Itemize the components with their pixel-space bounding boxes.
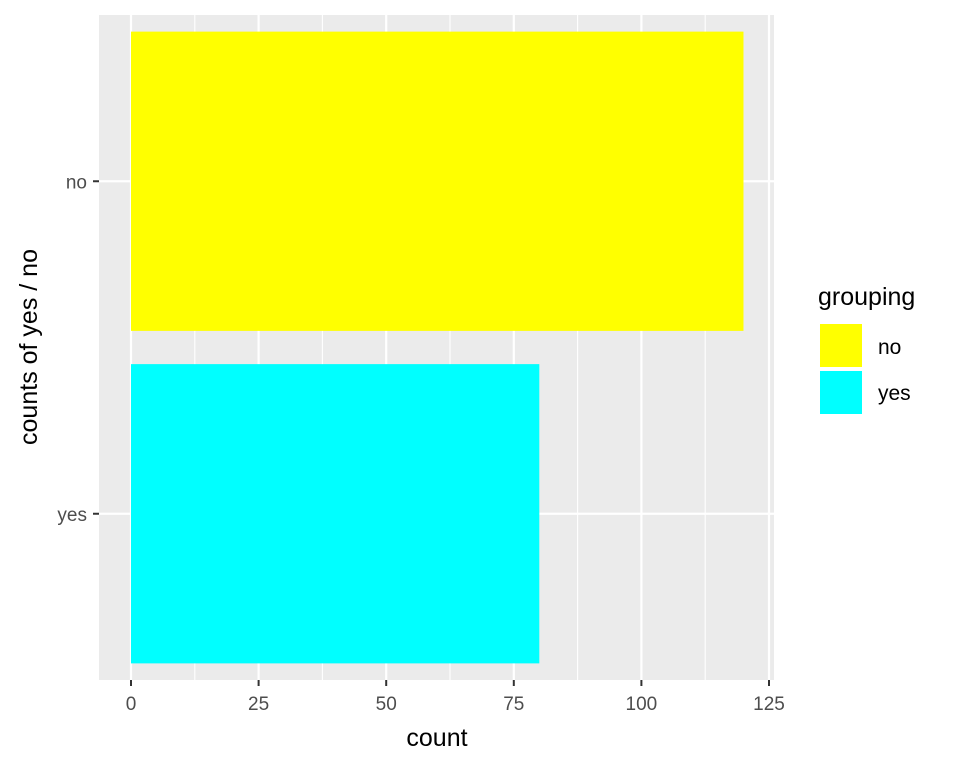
y-tick-label-no: no — [66, 172, 87, 193]
bars — [131, 31, 744, 664]
legend-label-yes: yes — [878, 382, 911, 405]
y-tick-label-yes: yes — [57, 505, 87, 526]
bar-no — [131, 31, 744, 331]
x-tick-label: 125 — [753, 694, 785, 715]
y-axis: no yes — [57, 172, 99, 526]
x-axis-title: count — [406, 724, 467, 752]
legend-key-yes — [820, 371, 862, 414]
legend-key-no — [820, 324, 862, 367]
bar-yes — [131, 364, 540, 664]
legend: grouping no yes — [818, 283, 915, 414]
x-tick-label: 100 — [626, 694, 658, 715]
legend-title: grouping — [818, 283, 915, 311]
x-tick-label: 50 — [376, 694, 397, 715]
x-tick-label: 25 — [248, 694, 269, 715]
x-axis: 0 25 50 75 100 125 — [126, 680, 785, 715]
legend-label-no: no — [878, 336, 901, 359]
y-axis-title: counts of yes / no — [15, 249, 43, 445]
x-tick-label: 75 — [503, 694, 524, 715]
x-tick-label: 0 — [126, 694, 137, 715]
